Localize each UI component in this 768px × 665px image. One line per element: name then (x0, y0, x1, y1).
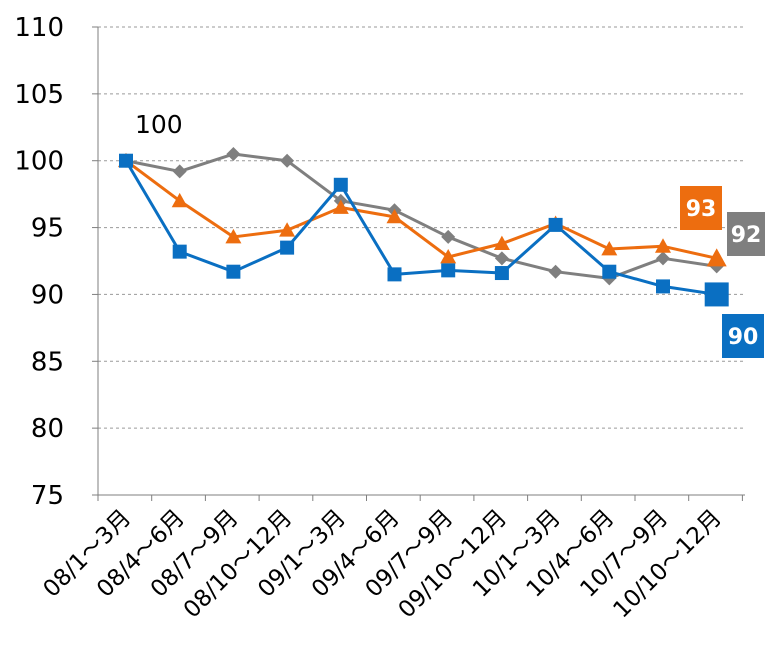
y-tick-label: 90 (31, 280, 64, 310)
end-label-box (722, 314, 764, 358)
data-point-marker (441, 229, 456, 244)
end-label-box (727, 212, 765, 256)
data-point-marker (494, 251, 509, 266)
data-point-marker (493, 235, 510, 251)
data-point-marker (332, 199, 349, 214)
data-point-marker (706, 248, 727, 267)
y-tick-label: 85 (31, 347, 64, 377)
end-label-text: 92 (731, 223, 762, 248)
end-label-text: 93 (686, 197, 717, 222)
series-markers (118, 147, 729, 307)
gridlines (98, 26, 745, 429)
data-point-marker (656, 279, 670, 294)
data-point-marker (440, 248, 457, 264)
data-point-marker (387, 267, 402, 282)
data-point-marker (119, 153, 133, 168)
y-tick-label: 95 (31, 214, 64, 244)
data-point-marker (602, 264, 617, 279)
end-label-text: 90 (728, 325, 759, 350)
series-line (125, 152, 717, 280)
end-label-box (680, 186, 722, 230)
y-tick-label: 75 (31, 481, 64, 511)
data-point-marker (226, 264, 241, 279)
data-point-marker (333, 177, 348, 192)
data-point-marker (172, 244, 187, 259)
annotations: 100 (135, 110, 183, 139)
series-lines (124, 152, 718, 296)
y-tick-label: 100 (14, 147, 64, 177)
data-point-marker (226, 147, 241, 162)
data-point-marker (548, 217, 563, 232)
annotation-label: 100 (135, 110, 183, 139)
data-point-marker (494, 266, 509, 281)
y-tick-label: 80 (31, 414, 64, 444)
y-tick-labels: 75 80 85 90 95 100 105 110 (14, 13, 64, 511)
data-point-marker (655, 238, 671, 253)
data-point-marker (172, 164, 187, 179)
data-point-marker (656, 251, 670, 266)
data-point-marker (548, 264, 563, 279)
x-tick-labels: 08/1〜3月08/4〜6月08/7〜9月08/10〜12月09/1〜3月09/… (38, 505, 726, 623)
series-line (124, 159, 717, 296)
data-point-marker (280, 153, 295, 168)
y-tick-label: 105 (14, 80, 64, 110)
data-point-marker (601, 240, 618, 256)
series-line (125, 159, 718, 260)
end-labels: 92 93 90 (680, 186, 765, 358)
axes (92, 26, 745, 501)
data-point-marker (441, 263, 456, 278)
data-point-marker (171, 192, 188, 208)
data-point-marker (704, 282, 729, 307)
y-tick-label: 110 (14, 13, 64, 43)
data-point-marker (225, 228, 242, 244)
data-point-marker (280, 240, 295, 255)
data-point-marker (279, 222, 296, 237)
data-point-marker (386, 208, 403, 224)
